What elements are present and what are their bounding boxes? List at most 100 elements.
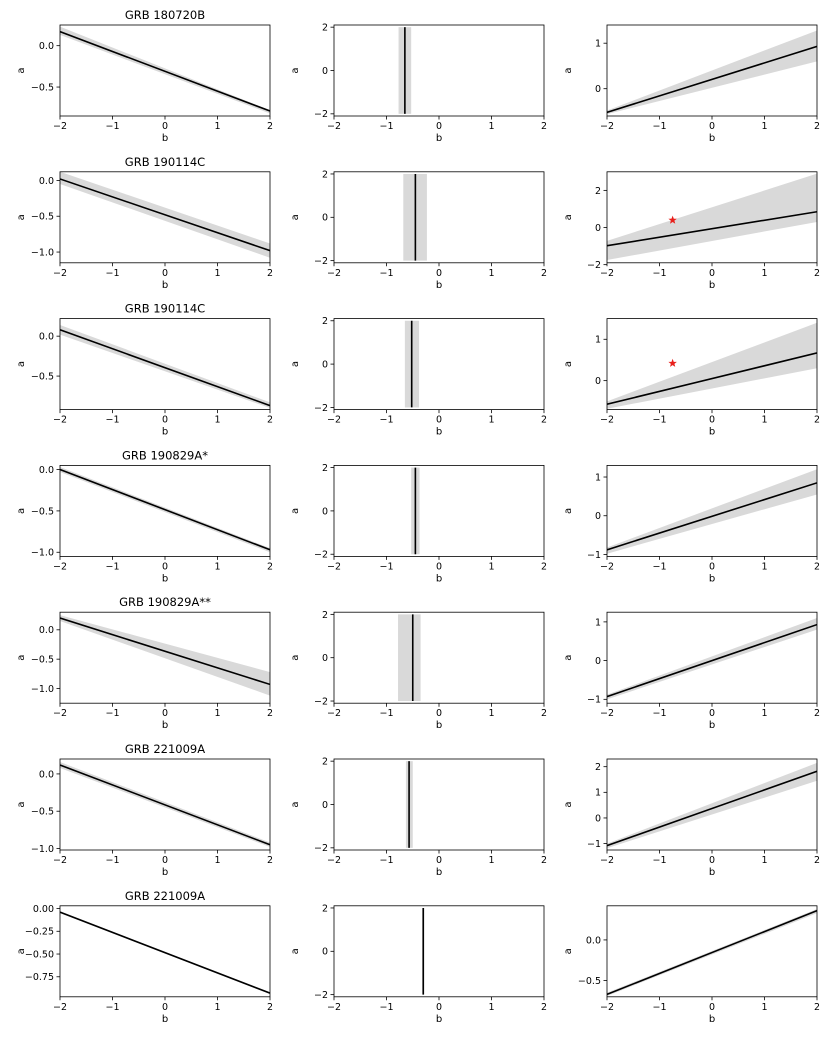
subplot-r7-c3: −2 −1 0 1 2 0.0 −0.5 b a [563,905,820,1025]
y-axis-label: a [563,655,574,661]
subplot-r4-c1: −2 −1 0 1 2 0.0 −0.5 −1.0 b a GRB 190829A* [16,448,273,584]
y-tick-label: 2 [595,186,601,197]
confidence-band [60,324,270,409]
x-axis-label: b [162,573,168,584]
y-axis-label: a [563,214,574,220]
y-tick-label: 0 [595,656,601,667]
y-tick-label: −2 [314,696,328,707]
x-tick-label: −1 [105,415,119,426]
x-tick-label: −1 [652,121,666,132]
y-tick-label: 2 [595,762,601,773]
y-tick-label: 0 [322,506,328,517]
x-axis-label: b [162,867,168,878]
y-tick-label: −0.5 [31,82,54,93]
y-tick-label: −0.5 [31,807,54,818]
y-tick-label: 0 [322,800,328,811]
x-tick-label: −1 [652,268,666,279]
subplot-r3-c1: −2 −1 0 1 2 0.0 −0.5 b a GRB 190114C [16,302,273,438]
y-tick-label: −1.0 [31,844,54,855]
x-tick-label: −1 [379,561,393,572]
fit-line [60,617,270,686]
x-axis-label: b [436,280,442,291]
x-axis-label: b [709,280,715,291]
y-tick-label: 0 [595,223,601,234]
y-tick-label: 0.0 [39,625,54,636]
fit-line [607,45,817,114]
x-axis-label: b [709,720,715,731]
x-tick-label: 1 [761,855,767,866]
y-tick-label: 0.0 [39,332,54,343]
y-tick-label: −1.0 [31,548,54,559]
x-tick-label: 1 [214,561,220,572]
x-tick-label: 0 [709,121,715,132]
x-tick-label: 1 [488,268,494,279]
x-tick-label: −2 [327,268,341,279]
x-tick-label: −1 [652,855,666,866]
plot-area [398,27,412,114]
y-tick-label: 1 [595,788,601,799]
x-tick-label: −1 [652,415,666,426]
x-tick-label: 1 [761,415,767,426]
x-tick-label: 0 [162,855,168,866]
confidence-band [607,469,817,554]
x-axis-label: b [709,1014,715,1025]
subplot-title: GRB 221009A [125,742,205,756]
x-tick-label: −2 [53,708,67,719]
axes-frame [333,24,545,117]
axes-frame [333,464,545,557]
y-tick-label: −0.5 [578,976,601,987]
x-tick-label: 0 [709,415,715,426]
y-tick-label: −0.75 [25,972,54,983]
subplot-title: GRB 190114C [125,155,205,169]
x-tick-label: 2 [814,268,820,279]
subplot-r7-c1: −2 −1 0 1 2 0.00 −0.25 −0.50 −0.75 b a GRB 221009A [16,889,273,1025]
x-tick-label: 1 [761,1002,767,1013]
plot-area [403,173,427,261]
x-tick-label: −1 [105,855,119,866]
plot-area [607,322,817,409]
y-tick-label: 1 [595,472,601,483]
y-tick-label: 0 [322,66,328,77]
subplot-r3-c2: −2 −1 0 1 2 2 0 −2 b a [290,316,547,437]
x-tick-label: −2 [600,855,614,866]
x-tick-label: 2 [267,708,273,719]
x-tick-label: −2 [327,561,341,572]
confidence-band [607,322,817,409]
confidence-band [607,618,817,700]
star-marker [668,215,677,224]
x-tick-label: 0 [709,708,715,719]
confidence-band [607,173,817,261]
x-axis-label: b [436,133,442,144]
x-tick-label: −1 [105,268,119,279]
subplot-r6-c3: −2 −1 0 1 2 2 1 0 −1 b a [563,758,820,878]
x-tick-label: 1 [488,708,494,719]
x-tick-label: 2 [267,855,273,866]
fit-line [607,482,817,551]
y-tick-label: −2 [314,109,328,120]
x-tick-label: −2 [327,415,341,426]
x-tick-label: 0 [436,121,442,132]
x-axis-label: b [162,1014,168,1025]
fit-line [60,30,270,112]
y-tick-label: 0.0 [39,41,54,52]
x-tick-label: 2 [541,1002,547,1013]
y-tick-label: 0.0 [39,176,54,187]
x-tick-label: 1 [214,268,220,279]
y-tick-label: −0.5 [31,506,54,517]
x-tick-label: 0 [709,855,715,866]
subplot-r6-c1: −2 −1 0 1 2 0.0 −0.5 −1.0 b a GRB 221009A [16,742,273,878]
subplot-r1-c1: −2 −1 0 1 2 0.0 −0.5 b a GRB 180720B [16,8,273,144]
x-tick-label: 0 [162,268,168,279]
x-tick-label: −2 [53,415,67,426]
plot-area [60,171,270,258]
y-tick-label: −2 [314,990,328,1001]
x-tick-label: −2 [327,1002,341,1013]
x-axis-label: b [709,867,715,878]
x-tick-label: 1 [214,1002,220,1013]
subplot-r5-c2: −2 −1 0 1 2 2 0 −2 b a [290,610,547,731]
subplot-title: GRB 190829A* [122,448,208,462]
plot-area [607,173,817,261]
y-tick-label: −1.0 [31,684,54,695]
